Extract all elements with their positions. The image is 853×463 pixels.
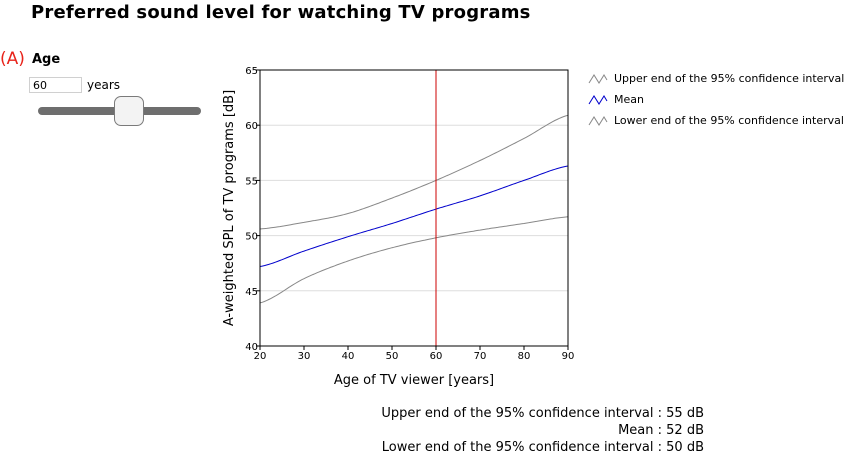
- y-tick-label: 40: [245, 342, 258, 353]
- readout-lower: Lower end of the 95% confidence interval…: [381, 440, 704, 455]
- x-tick-label: 60: [430, 351, 443, 362]
- chart-grid: [260, 124, 568, 292]
- value-readout: Upper end of the 95% confidence interval…: [360, 405, 704, 456]
- x-tick-label: 70: [474, 351, 487, 362]
- x-tick-label: 90: [562, 351, 575, 362]
- x-tick-label: 80: [518, 351, 531, 362]
- age-slider-thumb[interactable]: [114, 96, 144, 126]
- age-input[interactable]: [29, 77, 82, 93]
- chart-ticks: 40 45 50 55 60 65 20 30 40 50 60 70 80 90: [245, 66, 574, 362]
- chart-series: [259, 114, 569, 304]
- legend-label-lower: Lower end of the 95% confidence interval: [614, 114, 844, 127]
- legend-label-mean: Mean: [614, 93, 644, 106]
- x-tick-label: 40: [342, 351, 355, 362]
- legend-line-icon: [588, 94, 608, 105]
- age-unit-label: years: [87, 78, 121, 92]
- readout-upper: Upper end of the 95% confidence interval…: [381, 406, 704, 421]
- age-panel-title: Age: [32, 52, 61, 67]
- x-tick-label: 30: [298, 351, 311, 362]
- page-title: Preferred sound level for watching TV pr…: [31, 2, 531, 23]
- legend-item-mean[interactable]: Mean: [588, 89, 844, 110]
- legend-line-icon: [588, 115, 608, 126]
- series-line-upper: [259, 114, 569, 230]
- x-tick-label: 50: [386, 351, 399, 362]
- panel-label: (A): [0, 49, 25, 69]
- series-line-lower: [259, 216, 569, 304]
- x-tick-label: 20: [254, 351, 267, 362]
- y-tick-label: 60: [245, 121, 258, 132]
- chart-legend: Upper end of the 95% confidence interval…: [588, 68, 844, 131]
- y-axis-title: A-weighted SPL of TV programs [dB]: [222, 90, 237, 326]
- y-tick-label: 50: [245, 232, 258, 243]
- readout-mean: Mean : 52 dB: [618, 423, 704, 438]
- y-tick-label: 55: [245, 176, 258, 187]
- legend-label-upper: Upper end of the 95% confidence interval: [614, 72, 845, 85]
- plot-frame: [259, 69, 569, 347]
- y-tick-label: 45: [245, 287, 258, 298]
- legend-line-icon: [588, 73, 608, 84]
- y-tick-label: 65: [245, 66, 258, 77]
- legend-item-lower[interactable]: Lower end of the 95% confidence interval: [588, 110, 844, 131]
- x-axis-title: Age of TV viewer [years]: [334, 373, 494, 388]
- legend-item-upper[interactable]: Upper end of the 95% confidence interval: [588, 68, 844, 89]
- series-line-mean: [259, 165, 569, 267]
